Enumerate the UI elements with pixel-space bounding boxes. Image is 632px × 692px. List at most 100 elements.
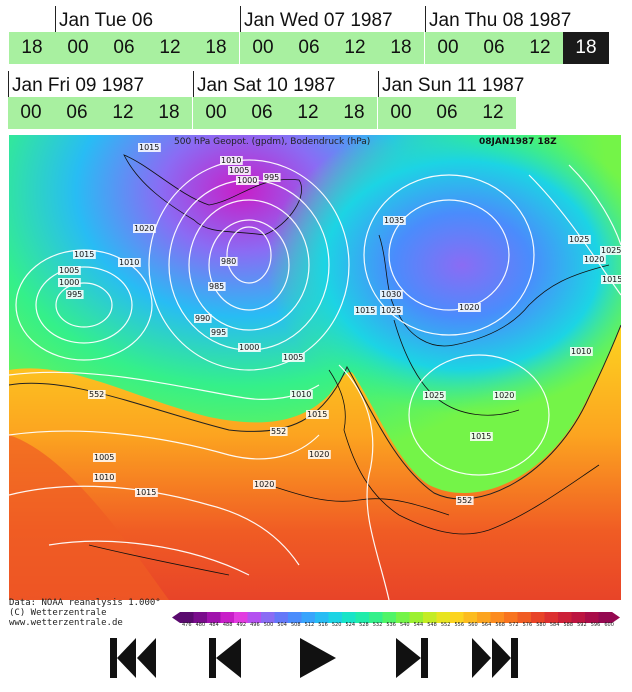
isobar-label: 1010 bbox=[221, 156, 241, 165]
hour-strip: 00 06 12 18 bbox=[193, 97, 377, 129]
color-swatch bbox=[423, 612, 437, 623]
color-scale-ticks: 476 480 484 488 492 496 500 504 508 512 516 520 524 5… bbox=[182, 622, 614, 630]
color-scale-tick: 540 bbox=[400, 622, 410, 628]
play-button[interactable] bbox=[296, 634, 348, 682]
hour-button[interactable]: 12 bbox=[482, 102, 504, 123]
previous-frame-button[interactable] bbox=[205, 634, 257, 682]
hour-button[interactable]: 00 bbox=[20, 102, 42, 123]
color-scale-tick: 536 bbox=[386, 622, 396, 628]
color-swatch bbox=[369, 612, 383, 623]
color-scale-tick: 592 bbox=[577, 622, 587, 628]
color-swatch bbox=[544, 612, 559, 623]
color-swatch bbox=[436, 612, 451, 623]
color-scale-tick: 504 bbox=[277, 622, 287, 628]
hour-button[interactable]: 00 bbox=[390, 102, 412, 123]
color-swatch bbox=[274, 612, 289, 623]
hour-button[interactable]: 00 bbox=[67, 37, 89, 58]
hour-button[interactable]: 18 bbox=[21, 37, 43, 58]
color-swatch bbox=[490, 612, 505, 623]
color-scale-tick: 544 bbox=[413, 622, 424, 628]
hour-button[interactable]: 06 bbox=[298, 37, 320, 58]
hour-strip: 00 06 12 18 bbox=[240, 32, 424, 64]
hour-button[interactable]: 00 bbox=[205, 102, 227, 123]
hour-button[interactable]: 06 bbox=[113, 37, 135, 58]
isobar-label: 995 bbox=[67, 290, 82, 299]
hour-button[interactable]: 18 bbox=[563, 32, 609, 64]
isobar-label: 1015 bbox=[139, 143, 159, 152]
hour-button[interactable]: 06 bbox=[436, 102, 458, 123]
color-swatch bbox=[207, 612, 221, 623]
isobar-label: 980 bbox=[221, 257, 236, 266]
color-scale-tick: 480 bbox=[195, 622, 206, 628]
isobar-label: 1015 bbox=[471, 432, 491, 441]
color-scale-tick: 528 bbox=[359, 622, 369, 628]
isobar-label: 1000 bbox=[59, 278, 79, 287]
isobar-label: 1010 bbox=[291, 390, 311, 399]
isobar-label: 1020 bbox=[584, 255, 604, 264]
color-swatch bbox=[288, 612, 302, 623]
hour-button[interactable]: 12 bbox=[529, 37, 551, 58]
color-swatch bbox=[355, 612, 370, 623]
hour-button[interactable]: 06 bbox=[66, 102, 88, 123]
last-frame-button[interactable] bbox=[468, 634, 520, 682]
isobar-label: 1005 bbox=[229, 166, 249, 175]
color-swatch bbox=[180, 612, 194, 623]
isobar-label: 1020 bbox=[459, 303, 479, 312]
hour-button[interactable]: 12 bbox=[344, 37, 366, 58]
isobar-label: 1035 bbox=[384, 216, 404, 225]
isobar-label: 985 bbox=[209, 282, 224, 291]
color-scale-tick: 548 bbox=[427, 622, 437, 628]
isobar-label: 552 bbox=[89, 390, 104, 399]
color-swatch bbox=[558, 612, 572, 623]
isobar-label: 1025 bbox=[381, 306, 401, 315]
color-swatch bbox=[301, 612, 316, 623]
day-label: Jan Wed 07 1987 bbox=[240, 6, 393, 36]
isobar-label: 1005 bbox=[59, 266, 79, 275]
hour-button[interactable]: 18 bbox=[158, 102, 180, 123]
color-scale-tick: 600 bbox=[604, 622, 614, 628]
color-swatch bbox=[585, 612, 599, 623]
next-frame-button[interactable] bbox=[392, 634, 444, 682]
color-scale-tick: 524 bbox=[345, 622, 356, 628]
hour-button[interactable]: 00 bbox=[252, 37, 274, 58]
hour-button[interactable]: 12 bbox=[112, 102, 134, 123]
color-swatch bbox=[247, 612, 262, 623]
color-scale-tick: 500 bbox=[263, 622, 274, 628]
hour-strip: 00 06 12 18 bbox=[8, 97, 192, 129]
color-swatch bbox=[531, 612, 545, 623]
color-swatch bbox=[328, 612, 343, 623]
data-credits: Data: NOAA reanalysis 1.000° (C) Wetterz… bbox=[9, 598, 161, 628]
hour-button[interactable]: 06 bbox=[483, 37, 505, 58]
color-scale-tick: 584 bbox=[549, 622, 560, 628]
warm-air-region bbox=[9, 325, 621, 600]
color-scale-tick: 560 bbox=[468, 622, 478, 628]
first-frame-button[interactable] bbox=[108, 634, 160, 682]
color-scale-bar bbox=[172, 612, 620, 623]
color-scale-tick: 568 bbox=[495, 622, 505, 628]
color-scale-tick: 564 bbox=[481, 622, 492, 628]
hour-button[interactable]: 18 bbox=[205, 37, 227, 58]
hour-button[interactable]: 12 bbox=[297, 102, 319, 123]
hour-button[interactable]: 18 bbox=[390, 37, 412, 58]
color-swatch bbox=[409, 612, 424, 623]
credit-line: Data: NOAA reanalysis 1.000° bbox=[9, 598, 161, 608]
hour-button[interactable]: 18 bbox=[343, 102, 365, 123]
color-scale-tick: 484 bbox=[209, 622, 219, 628]
isobar-label: 1015 bbox=[307, 410, 327, 419]
hour-button[interactable]: 06 bbox=[251, 102, 273, 123]
hour-strip: 00 06 12 bbox=[378, 97, 516, 129]
color-swatch bbox=[261, 612, 275, 623]
isobar-label: 1025 bbox=[601, 246, 621, 255]
color-swatch bbox=[342, 612, 356, 623]
color-scale-tick: 588 bbox=[563, 622, 574, 628]
color-scale-tick: 520 bbox=[331, 622, 342, 628]
isobar-label: 1010 bbox=[119, 258, 139, 267]
hour-button[interactable]: 00 bbox=[437, 37, 459, 58]
isobar-label: 552 bbox=[271, 427, 286, 436]
hour-button[interactable]: 12 bbox=[159, 37, 181, 58]
color-swatch bbox=[450, 612, 464, 623]
color-scale-tick: 580 bbox=[536, 622, 546, 628]
color-swatch bbox=[504, 612, 518, 623]
color-scale-tick: 576 bbox=[522, 622, 533, 628]
